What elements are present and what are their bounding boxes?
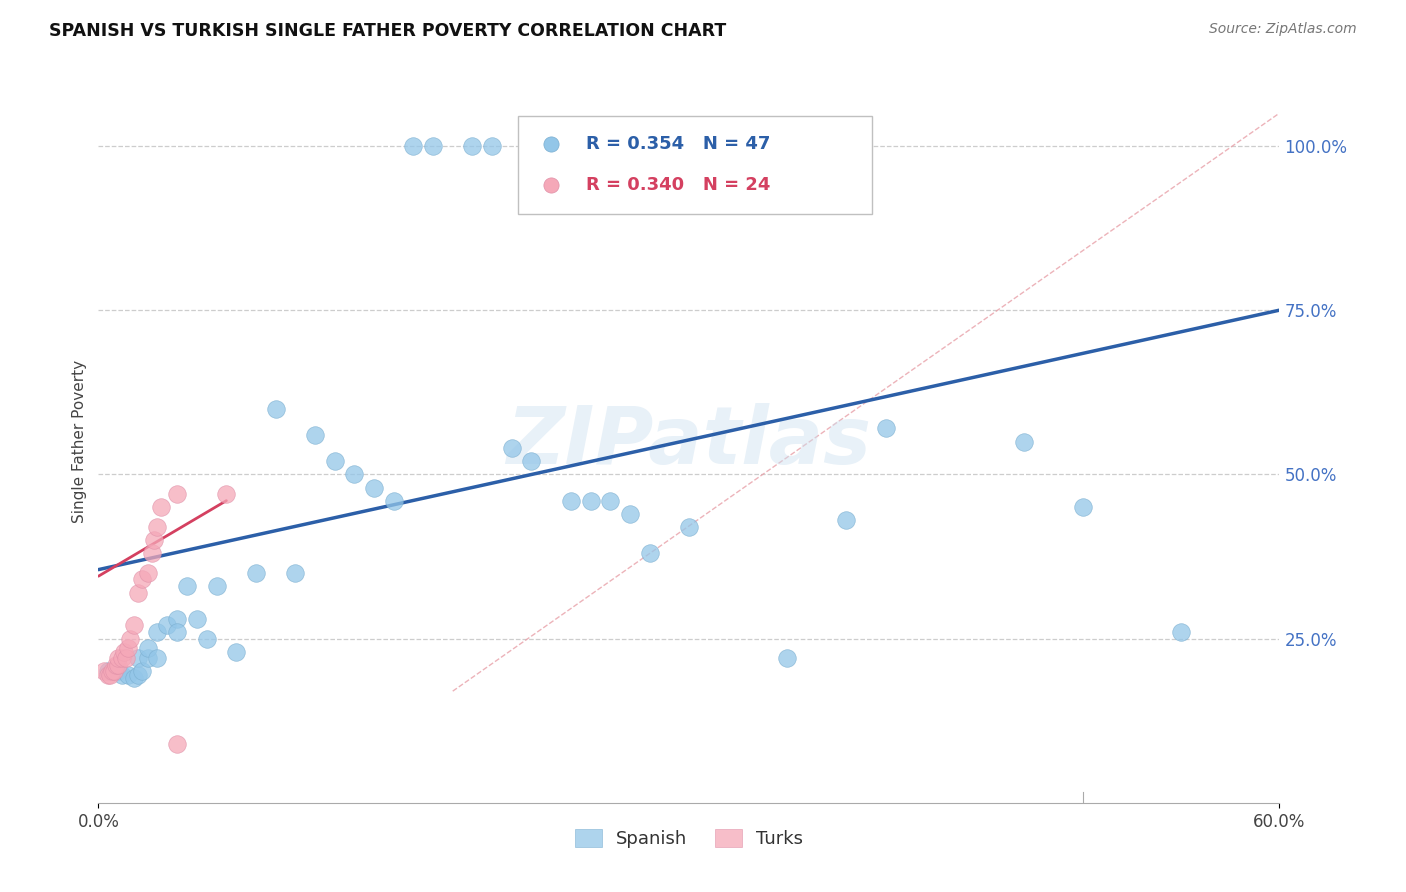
Point [638,546,661,560]
Point [225,645,247,659]
Point [579,493,602,508]
Point [97,667,120,681]
Point [146,625,169,640]
Point [136,566,159,580]
Point [402,139,425,153]
Point [1071,500,1094,515]
Point [304,428,326,442]
Text: R = 0.340   N = 24: R = 0.340 N = 24 [586,176,770,194]
Point [166,737,188,751]
Point [875,421,897,435]
Point [176,579,198,593]
Point [245,566,267,580]
Point [461,139,484,153]
Point [166,625,188,640]
Point [122,618,145,632]
Point [122,671,145,685]
Point [146,651,169,665]
Point [131,573,153,587]
Point [97,665,120,679]
Point [166,487,188,501]
Point [186,612,208,626]
Point [93,665,115,679]
Point [481,139,503,153]
Point [560,493,582,508]
Point [98,667,121,681]
Point [111,667,134,681]
Point [136,641,159,656]
Point [264,401,287,416]
Point [105,657,128,672]
Point [127,585,149,599]
Point [215,487,238,501]
Point [117,667,139,681]
Legend: Spanish, Turks: Spanish, Turks [568,822,810,855]
Point [776,651,799,665]
Point [111,651,134,665]
Text: R = 0.354   N = 47: R = 0.354 N = 47 [586,135,770,153]
Point [363,481,385,495]
Point [166,612,188,626]
Point [107,657,129,672]
Point [142,533,165,547]
Point [382,493,405,508]
Point [501,441,523,455]
Point [136,651,159,665]
Point [117,641,139,656]
Point [150,500,173,515]
Point [422,139,444,153]
Y-axis label: Single Father Poverty: Single Father Poverty [72,360,87,523]
Point [112,645,135,659]
Point [195,632,218,646]
Point [127,667,149,681]
Point [156,618,179,632]
Point [520,454,543,468]
Text: SPANISH VS TURKISH SINGLE FATHER POVERTY CORRELATION CHART: SPANISH VS TURKISH SINGLE FATHER POVERTY… [49,22,727,40]
Point [103,665,125,679]
Point [835,513,858,527]
Point [205,579,228,593]
Text: ZIPatlas: ZIPatlas [506,402,872,481]
Point [118,632,141,646]
Point [131,665,153,679]
Point [146,520,169,534]
Point [1012,434,1035,449]
Point [115,651,138,665]
Point [323,454,346,468]
Point [619,507,641,521]
Point [107,665,129,679]
Point [284,566,307,580]
Point [141,546,163,560]
Point [841,196,863,211]
Point [103,665,125,679]
Point [599,493,621,508]
Point [678,520,700,534]
Text: Source: ZipAtlas.com: Source: ZipAtlas.com [1209,22,1357,37]
Point [343,467,366,482]
FancyBboxPatch shape [517,117,872,214]
Point [101,665,124,679]
Point [127,651,149,665]
Point [1170,625,1192,640]
Point [841,234,863,248]
Point [107,651,129,665]
